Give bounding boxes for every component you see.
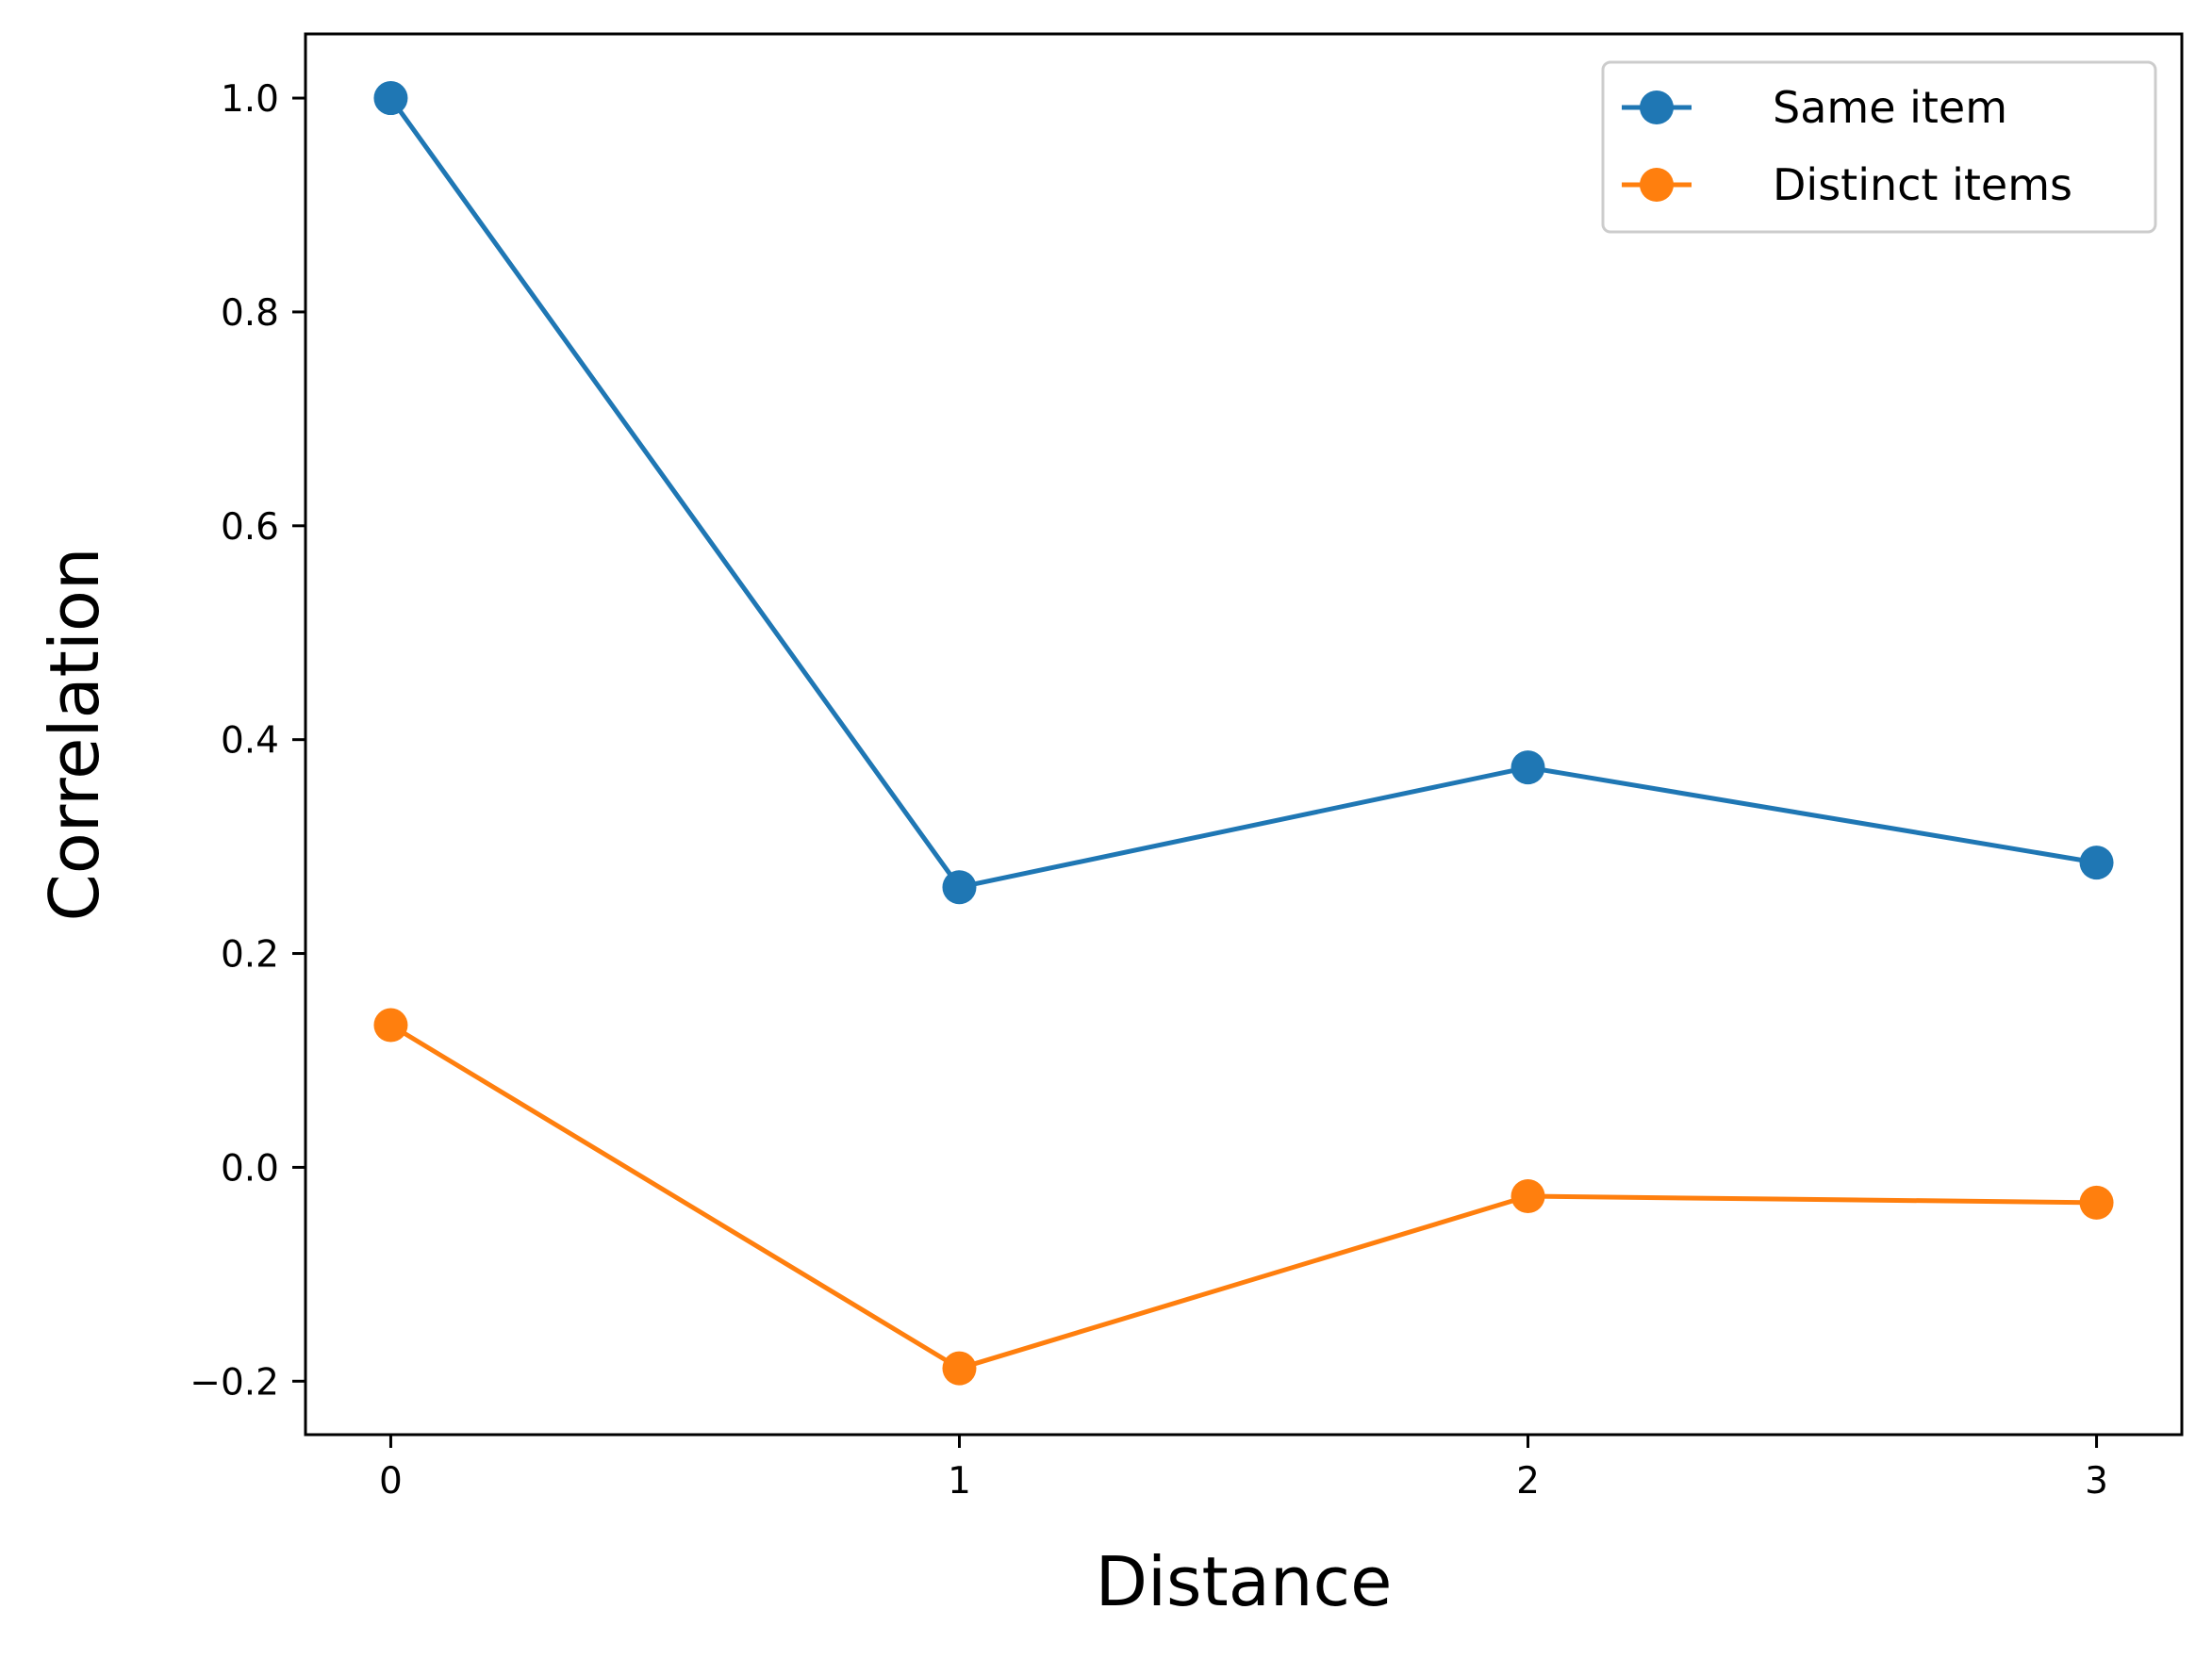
data-point-same-item — [1510, 750, 1545, 785]
legend-marker-distinct-items — [1640, 168, 1674, 202]
data-point-distinct-items — [2079, 1185, 2114, 1220]
x-axis-label: Distance — [1096, 1542, 1393, 1621]
data-point-same-item — [2079, 846, 2114, 880]
y-tick-label: 0.2 — [221, 934, 279, 977]
legend-label-distinct-items: Distinct items — [1773, 159, 2072, 210]
y-axis-label: Correlation — [35, 547, 114, 921]
y-tick-label: −0.2 — [190, 1361, 279, 1404]
x-tick-label: 1 — [948, 1460, 971, 1503]
x-tick-label: 0 — [379, 1460, 403, 1503]
data-point-distinct-items — [1510, 1179, 1545, 1214]
y-tick-label: 0.4 — [221, 720, 279, 763]
plot-frame — [304, 32, 2184, 1437]
x-tick-label: 3 — [2085, 1460, 2108, 1503]
legend-label-same-item: Same item — [1773, 82, 2007, 133]
legend-box — [1601, 60, 2157, 234]
y-tick-label: 1.0 — [221, 78, 279, 121]
y-tick-label: 0.0 — [221, 1147, 279, 1190]
series-line-same-item — [388, 96, 2097, 890]
y-axis-ticks: −0.2 0.0 0.2 0.4 0.6 0.8 1.0 — [190, 78, 305, 1404]
series-line-distinct-items — [389, 1023, 2097, 1372]
y-tick-label: 0.8 — [221, 292, 279, 335]
data-point-same-item — [942, 870, 977, 905]
data-point-same-item — [373, 81, 408, 116]
plot-background — [305, 34, 2182, 1435]
legend-marker-same-item — [1640, 90, 1674, 124]
x-axis-ticks: 0 1 2 3 — [379, 1435, 2108, 1503]
y-tick-label: 0.6 — [221, 506, 279, 549]
series-layer — [373, 81, 2114, 1386]
data-point-distinct-items — [942, 1351, 977, 1386]
data-point-distinct-items — [373, 1008, 408, 1043]
x-tick-label: 2 — [1516, 1460, 1540, 1503]
legend: Same item Distinct items — [1601, 60, 2157, 234]
